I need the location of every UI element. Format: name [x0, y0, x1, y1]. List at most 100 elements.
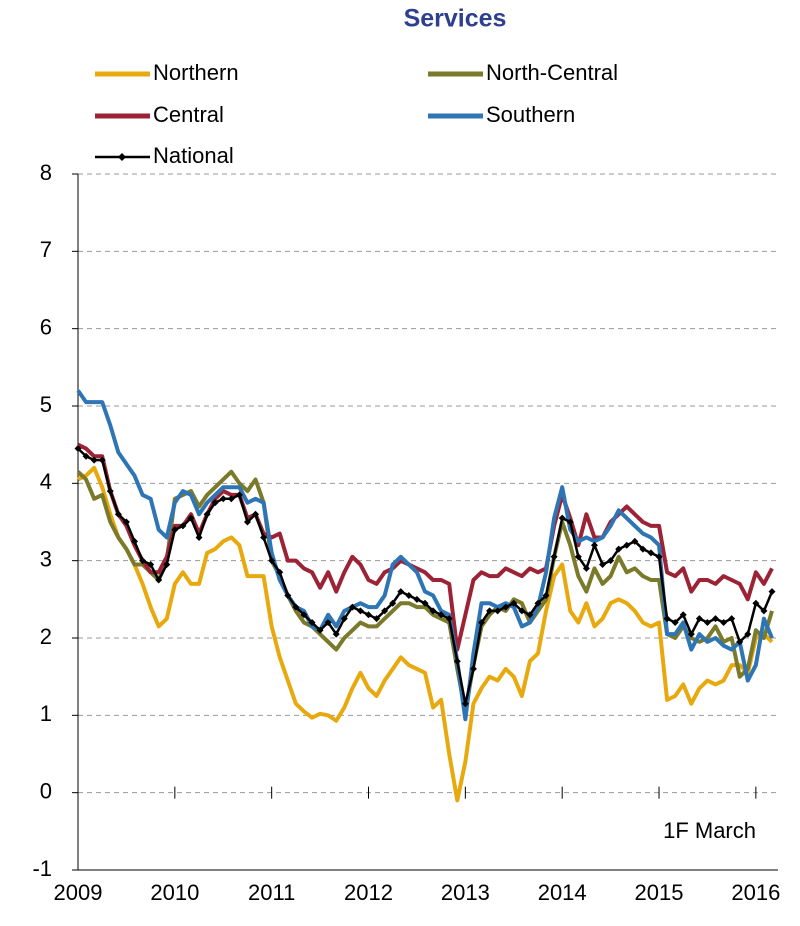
point-marker: [122, 518, 130, 526]
point-marker: [494, 607, 502, 615]
x-tick-label: 2016: [731, 880, 780, 905]
point-marker: [276, 568, 284, 576]
point-marker: [147, 561, 155, 569]
point-marker: [365, 611, 373, 619]
x-tick-label: 2012: [344, 880, 393, 905]
point-marker: [324, 619, 332, 627]
x-tick-label: 2013: [441, 880, 490, 905]
point-marker: [163, 561, 171, 569]
point-marker: [82, 452, 90, 460]
legend-label: North-Central: [486, 60, 618, 85]
point-marker: [203, 510, 211, 518]
point-marker: [453, 657, 461, 665]
point-marker: [534, 599, 542, 607]
point-marker: [139, 557, 147, 565]
point-marker: [679, 611, 687, 619]
x-tick-label: 2010: [150, 880, 199, 905]
point-marker: [268, 557, 276, 565]
point-marker: [98, 456, 106, 464]
point-marker: [752, 599, 760, 607]
point-marker: [639, 545, 647, 553]
y-tick-label: 4: [40, 469, 52, 494]
point-marker: [300, 611, 308, 619]
point-marker: [316, 626, 324, 634]
point-marker: [243, 518, 251, 526]
x-tick-label: 2014: [538, 880, 587, 905]
point-marker: [421, 599, 429, 607]
point-marker: [607, 557, 615, 565]
y-tick-label: 0: [40, 778, 52, 803]
point-marker: [227, 495, 235, 503]
y-tick-label: 5: [40, 392, 52, 417]
point-marker: [252, 510, 260, 518]
point-marker: [526, 611, 534, 619]
point-marker: [558, 514, 566, 522]
point-marker: [510, 599, 518, 607]
series-line: [76, 389, 774, 722]
point-marker: [356, 607, 364, 615]
point-marker: [235, 491, 243, 499]
point-marker: [582, 564, 590, 572]
point-marker: [373, 615, 381, 623]
series-line: [77, 465, 774, 803]
point-marker: [590, 541, 598, 549]
point-marker: [712, 615, 720, 623]
point-marker: [631, 537, 639, 545]
point-marker: [179, 522, 187, 530]
point-marker: [187, 514, 195, 522]
point-marker: [542, 591, 550, 599]
annotation: 1F March: [663, 818, 756, 843]
chart-title: Services: [404, 5, 507, 33]
point-marker: [114, 510, 122, 518]
point-marker: [413, 595, 421, 603]
point-marker: [469, 665, 477, 673]
x-tick-label: 2009: [54, 880, 103, 905]
legend-label: Northern: [153, 60, 239, 85]
point-marker: [397, 588, 405, 596]
point-marker: [647, 549, 655, 557]
point-marker: [429, 607, 437, 615]
point-marker: [106, 487, 114, 495]
y-tick-label: -1: [32, 856, 52, 881]
y-tick-label: 1: [40, 701, 52, 726]
point-marker: [292, 603, 300, 611]
x-tick-label: 2011: [248, 880, 295, 905]
point-marker: [219, 495, 227, 503]
point-marker: [687, 630, 695, 638]
legend-label: National: [153, 143, 234, 168]
point-marker: [703, 619, 711, 627]
point-marker: [518, 607, 526, 615]
legend-label: Southern: [486, 102, 575, 127]
point-marker: [760, 607, 768, 615]
y-tick-label: 6: [40, 314, 52, 339]
point-marker: [502, 603, 510, 611]
point-marker: [736, 638, 744, 646]
point-marker: [260, 533, 268, 541]
y-tick-label: 7: [40, 237, 52, 262]
y-tick-label: 3: [40, 546, 52, 571]
point-marker: [445, 615, 453, 623]
point-marker: [550, 553, 558, 561]
point-marker: [671, 619, 679, 627]
point-marker: [720, 619, 728, 627]
point-marker: [599, 561, 607, 569]
point-marker: [171, 526, 179, 534]
point-marker: [348, 603, 356, 611]
point-marker: [728, 615, 736, 623]
point-marker: [389, 599, 397, 607]
point-marker: [340, 615, 348, 623]
point-marker: [284, 591, 292, 599]
point-marker: [695, 615, 703, 623]
point-marker: [405, 591, 413, 599]
point-marker: [744, 630, 752, 638]
point-marker: [90, 456, 98, 464]
point-marker: [155, 576, 163, 584]
point-marker: [574, 553, 582, 561]
y-tick-label: 2: [40, 624, 52, 649]
series-line: [77, 442, 774, 652]
point-marker: [768, 588, 776, 596]
point-marker: [655, 553, 663, 561]
point-marker: [566, 518, 574, 526]
